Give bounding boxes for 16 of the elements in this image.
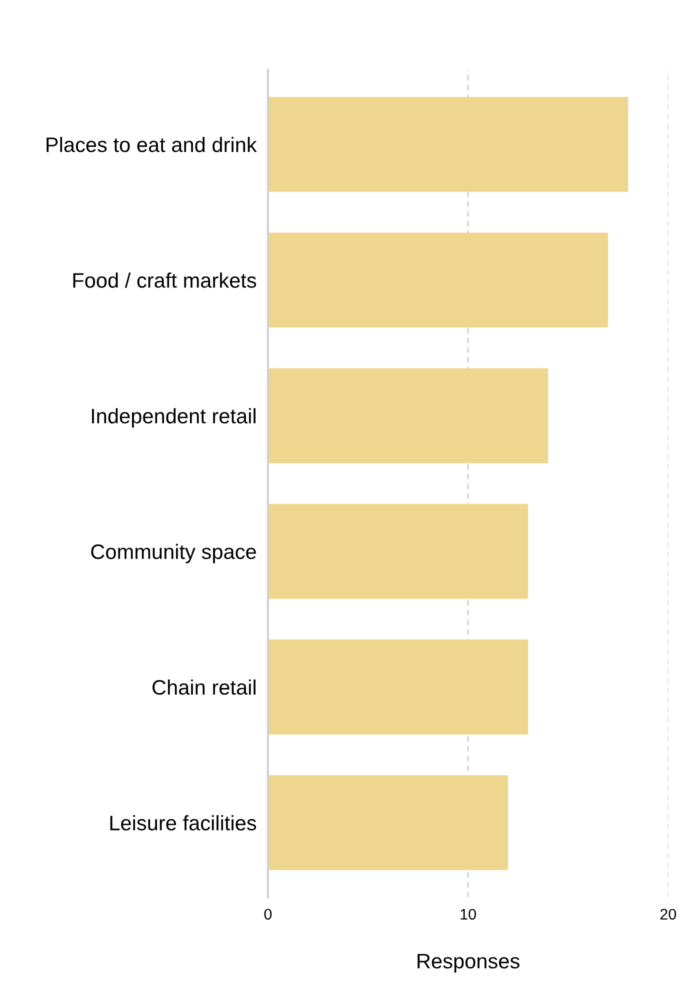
- y-tick-label: Food / craft markets: [73, 272, 256, 288]
- bar: [268, 368, 548, 464]
- y-tick-label: Independent retail: [92, 408, 256, 428]
- y-tick-label: Leisure facilities: [110, 815, 256, 830]
- x-tick-label: 0: [264, 908, 272, 920]
- x-tick-label: 20: [660, 908, 676, 920]
- y-tick-label: Chain retail: [152, 679, 256, 695]
- bar: [268, 232, 608, 328]
- bar: [268, 640, 528, 735]
- y-tick-label: Places to eat and drink: [46, 136, 257, 152]
- bar: [268, 775, 508, 870]
- bar: [268, 96, 628, 192]
- x-tick-label: 10: [460, 908, 476, 920]
- bar: [268, 504, 528, 599]
- x-axis-title: Responses: [418, 954, 520, 973]
- y-tick-label: Community space: [91, 544, 256, 564]
